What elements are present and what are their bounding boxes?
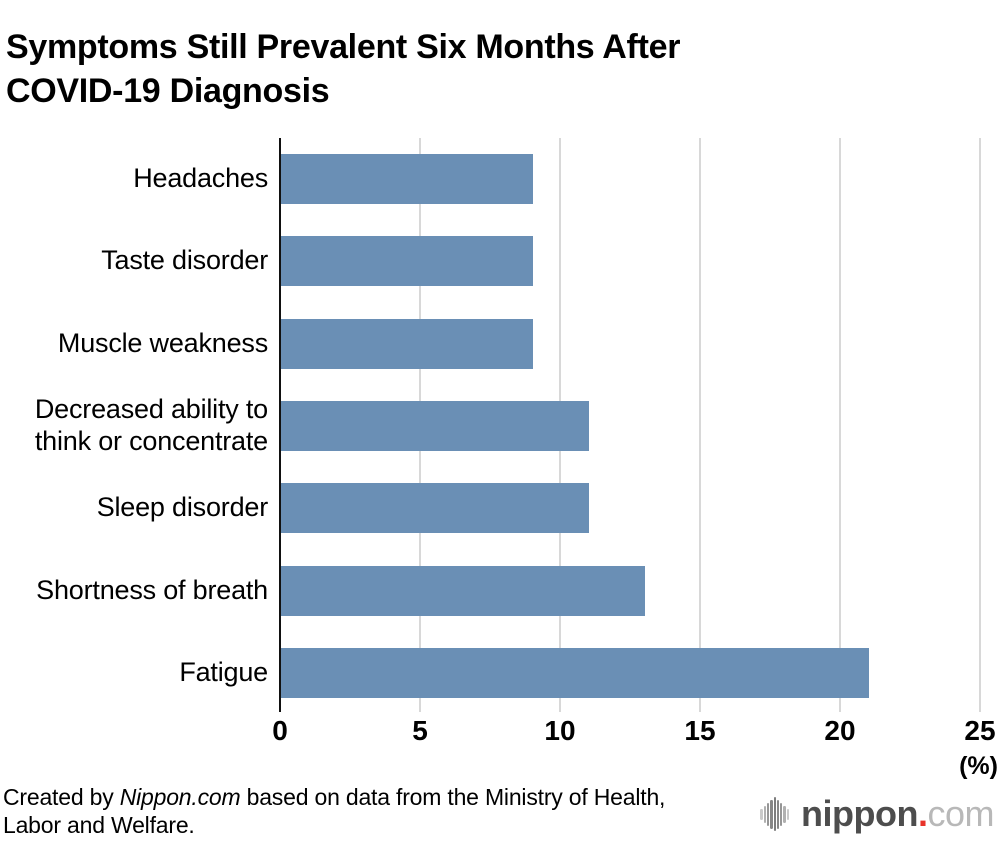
credit-line1-suffix: based on data from the Ministry of Healt… [240,784,666,810]
soundwave-bar [773,797,776,831]
chart-title-line2: COVID-19 Diagnosis [6,71,330,110]
category-label-shortness-of-breath: Shortness of breath [36,574,268,605]
gridline-25 [979,138,981,712]
soundwave-bar [783,805,786,823]
category-label-sleep-disorder: Sleep disorder [96,492,269,523]
logo-tld-text: com [927,793,994,834]
credit-site-name: Nippon.com [119,784,241,810]
soundwave-bars-icon [760,795,790,833]
soundwave-bar [760,808,763,820]
bar-shortness-of-breath [281,565,645,616]
bar-sleep-disorder [281,483,589,534]
bar-chart: Headaches Taste disorder Muscle weakness De… [0,138,1000,712]
logo-name-text: nippon [801,793,918,834]
chart-title-line1: Symptoms Still Prevalent Six Months Afte… [6,27,681,66]
category-label-headaches: Headaches [133,163,268,194]
x-tick-label-25: 25 [964,715,996,746]
logo-dot: . [917,793,928,834]
x-axis-unit-label: (%) [959,752,998,780]
category-label-decreased-ability-to-think-or-concentrate: Decreased ability to think or concentrat… [34,394,268,456]
soundwave-bar [770,799,773,829]
category-label-taste-disorder: Taste disorder [101,245,268,276]
gridline-20 [839,138,841,712]
bar-fatigue [281,647,869,698]
bar-decreased-ability-to-think-or-concentrate [281,400,589,451]
category-label-muscle-weakness: Muscle weakness [57,327,268,358]
soundwave-bar [766,802,770,826]
soundwave-bar [780,802,783,826]
x-tick-label-0: 0 [272,715,288,746]
bar-headaches [281,154,533,204]
gridline-15 [699,138,701,712]
y-axis-line [279,138,281,712]
source-credit: Created by Nippon.com based on data from… [3,783,773,839]
nippon-logo-wordmark: nippon.com [801,795,994,833]
soundwave-bar [776,799,780,829]
nippon-logo: nippon.com [760,792,994,836]
category-axis-labels: Headaches Taste disorder Muscle weakness De… [0,138,268,712]
bar-taste-disorder [281,236,533,287]
bar-muscle-weakness [281,318,533,369]
soundwave-bar [763,805,766,823]
x-tick-label-10: 10 [544,715,576,746]
x-tick-label-20: 20 [824,715,856,746]
credit-line2: Labor and Welfare. [3,812,195,838]
x-axis: (%) 0 5 10 15 20 25 [0,712,1000,792]
credit-prefix: Created by [3,784,120,810]
soundwave-bar [786,808,790,820]
x-tick-label-5: 5 [412,715,428,746]
category-label-fatigue: Fatigue [179,656,268,687]
plot-area [279,138,981,712]
chart-title: Symptoms Still Prevalent Six Months Afte… [6,25,876,113]
x-tick-label-15: 15 [684,715,716,746]
